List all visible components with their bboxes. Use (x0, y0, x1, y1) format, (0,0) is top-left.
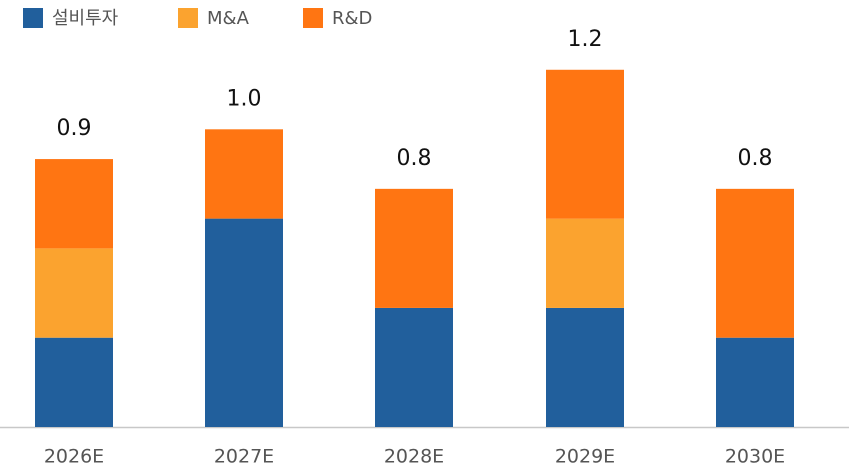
legend-swatch (23, 8, 43, 28)
bar-segment (205, 129, 283, 219)
bar-segment (375, 188, 453, 308)
bar-segment (205, 218, 283, 427)
legend-swatch (303, 8, 323, 28)
bar-segment (716, 188, 794, 338)
legend-swatch (178, 8, 198, 28)
x-tick-label: 2030E (725, 446, 785, 468)
total-label: 1.0 (227, 86, 262, 111)
total-label: 0.8 (738, 146, 773, 171)
bar-segment (35, 337, 113, 427)
total-label: 0.8 (397, 146, 432, 171)
x-tick-label: 2027E (214, 446, 274, 468)
bar-segment (716, 337, 794, 427)
bar-segment (35, 159, 113, 249)
x-tick-label: 2029E (555, 446, 615, 468)
bar-segment (546, 218, 624, 308)
legend-label: M&A (207, 8, 250, 29)
x-tick-label: 2026E (44, 446, 104, 468)
bar-segment (546, 69, 624, 219)
legend-label: 설비투자 (52, 8, 119, 29)
x-tick-label: 2028E (384, 446, 444, 468)
legend-label: R&D (332, 8, 372, 29)
bar-segment (546, 307, 624, 427)
bar-segment (35, 248, 113, 338)
total-label: 1.2 (568, 27, 603, 52)
total-label: 0.9 (57, 116, 92, 141)
bar-segment (375, 307, 453, 427)
